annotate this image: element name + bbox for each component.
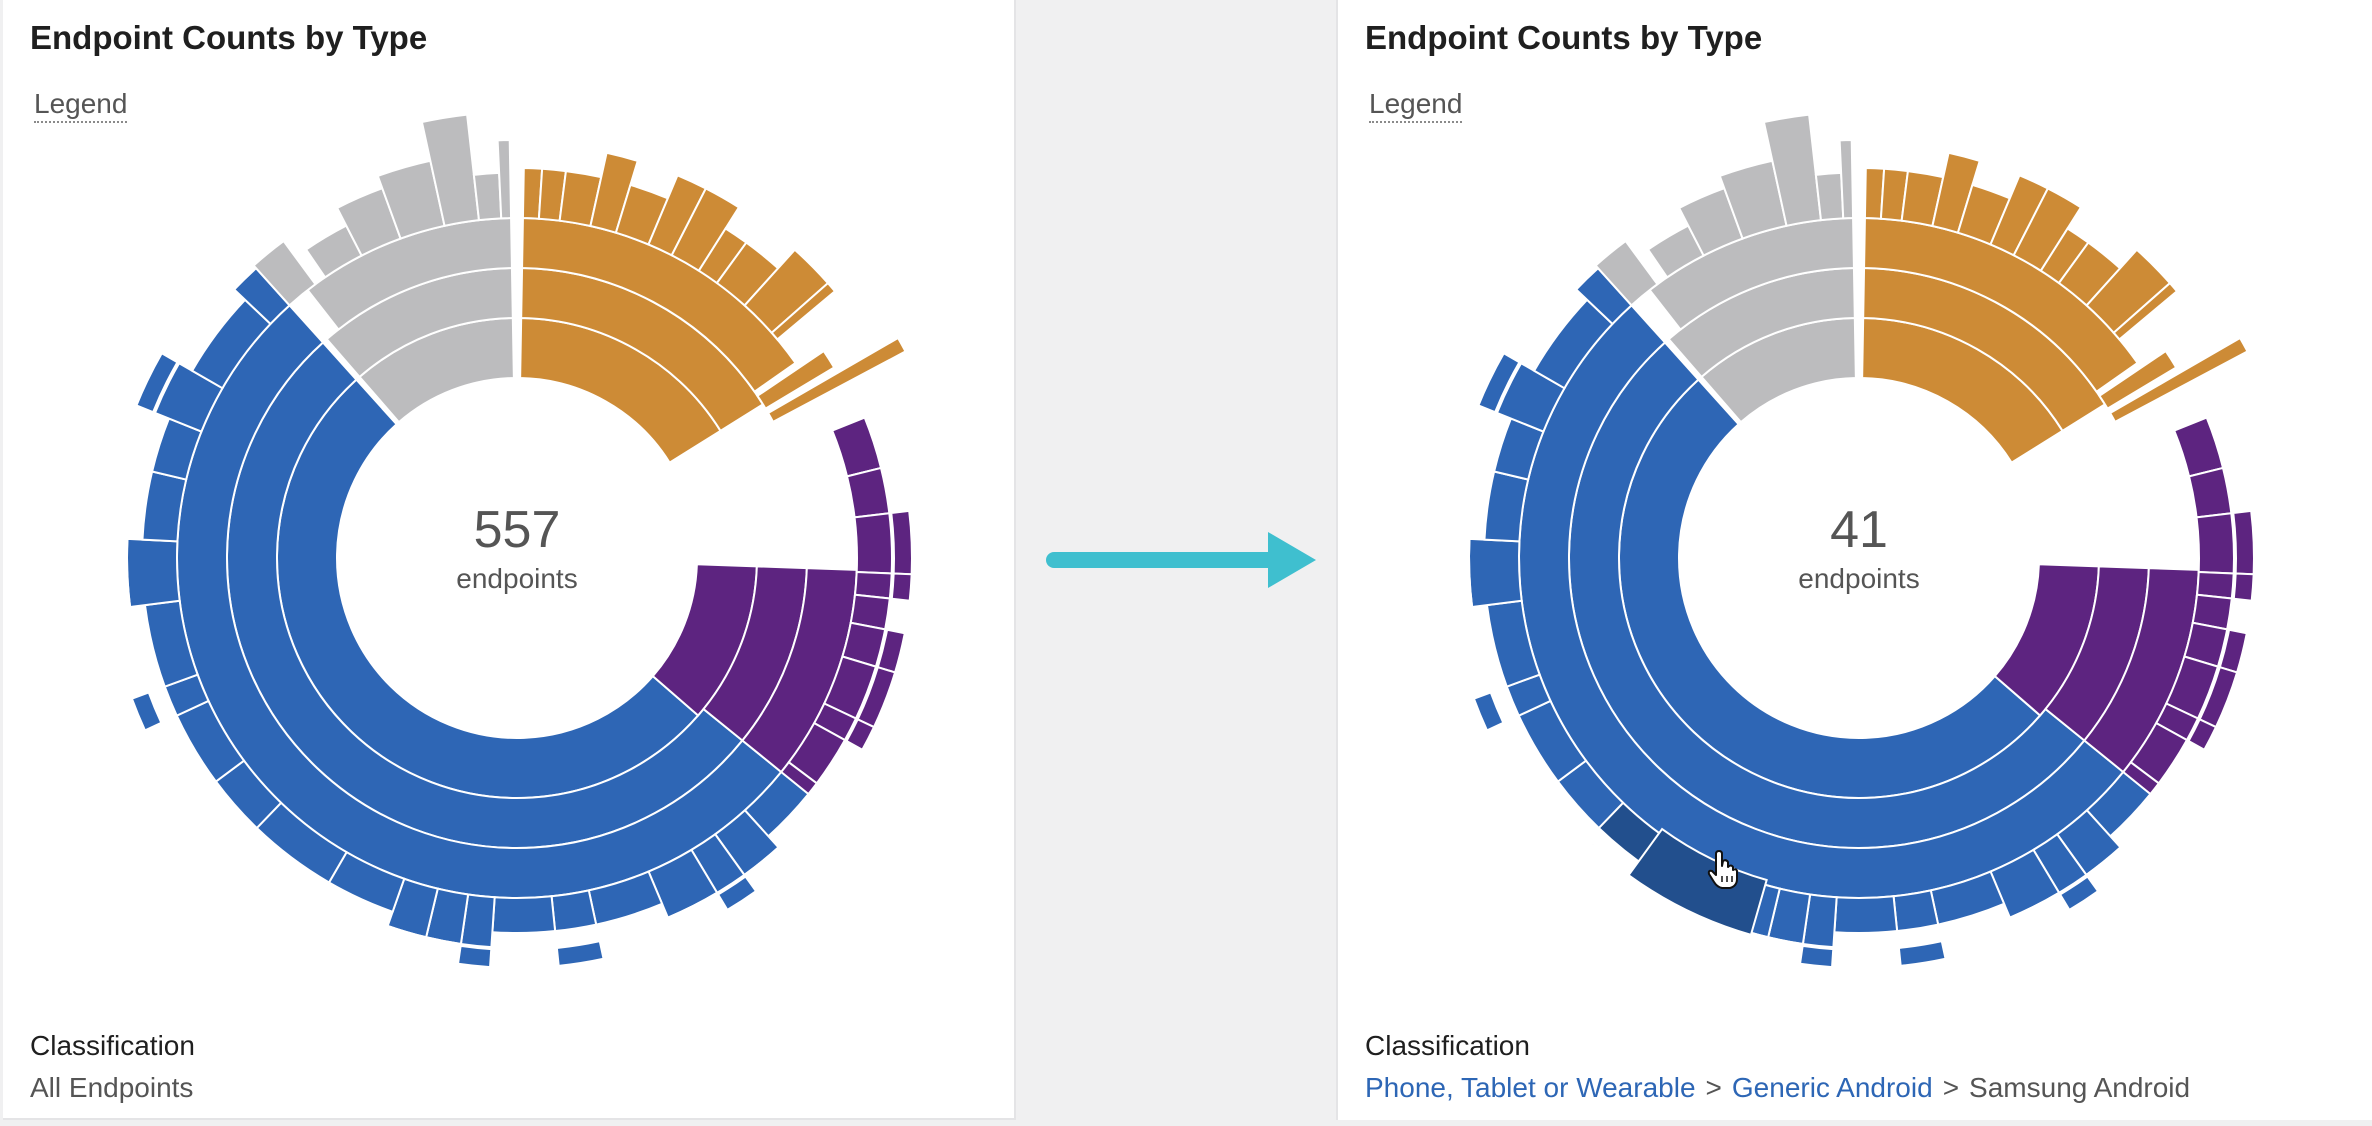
panel-title: Endpoint Counts by Type xyxy=(1365,19,1763,56)
segment-orange-spike[interactable] xyxy=(2108,336,2249,424)
segment-blue-sub[interactable] xyxy=(1468,537,1523,609)
hand-cursor-icon xyxy=(1707,850,1738,889)
segment-purple-leaf[interactable] xyxy=(2195,512,2235,575)
breadcrumb-separator: > xyxy=(1942,1072,1960,1103)
endpoint-count: 557 xyxy=(473,501,561,559)
segment-blue-sub[interactable] xyxy=(1833,895,1899,934)
breadcrumb-item-generic-android[interactable]: Generic Android xyxy=(1731,1072,1933,1103)
panel-title: Endpoint Counts by Type xyxy=(30,19,428,56)
segment-orange-leaf[interactable] xyxy=(2112,281,2179,341)
segment-blue-sub[interactable] xyxy=(1892,889,1940,933)
breadcrumb-separator: > xyxy=(1705,1072,1722,1103)
segment-orange-leaf[interactable] xyxy=(770,281,837,341)
endpoint-count-label: endpoints xyxy=(456,563,578,594)
segment-blue-leaf[interactable] xyxy=(130,691,163,732)
segment-blue-sub[interactable] xyxy=(126,537,181,609)
segment-purple-leaf[interactable] xyxy=(853,512,893,575)
arrow-right-icon xyxy=(1046,532,1316,588)
segment-blue-leaf[interactable] xyxy=(1897,939,1947,967)
segment-blue-leaf[interactable] xyxy=(1832,944,1900,951)
segment-purple-leaf-outer[interactable] xyxy=(2187,718,2218,752)
segment-purple-leaf[interactable] xyxy=(2172,416,2225,478)
breadcrumb-item-samsung-android: Samsung Android xyxy=(1969,1072,2191,1103)
segment-purple-leaf[interactable] xyxy=(830,416,883,478)
segment-purple-leaf[interactable] xyxy=(845,466,891,519)
endpoint-count-label: endpoints xyxy=(1798,563,1920,594)
segment-orange-spike[interactable] xyxy=(2098,349,2178,411)
segment-gray-leaf[interactable] xyxy=(252,239,317,307)
segment-purple-leaf-outer[interactable] xyxy=(890,509,913,576)
segment-gray-leaf[interactable] xyxy=(1838,139,1855,220)
left-panel: Endpoint Counts by Type Legend 557 endpo… xyxy=(3,0,1016,1120)
segment-gray-leaf[interactable] xyxy=(1814,171,1845,222)
segment-blue-leaf[interactable] xyxy=(1472,691,1505,732)
segment-blue-leaf[interactable] xyxy=(490,944,558,951)
endpoint-count: 41 xyxy=(1830,501,1888,559)
segment-blue-leaf[interactable] xyxy=(1798,944,1835,969)
classification-label: Classification xyxy=(1365,1030,1530,1061)
right-panel: Endpoint Counts by Type Legend 41 endpoi… xyxy=(1336,0,2372,1120)
breadcrumb: Phone, Tablet or Wearable > Generic Androi… xyxy=(1365,1072,2190,1104)
segment-blue-leaf[interactable] xyxy=(1466,466,1481,540)
segment-blue-leaf[interactable] xyxy=(124,466,139,540)
segment-orange-spike[interactable] xyxy=(756,349,836,411)
segment-purple-leaf-outer[interactable] xyxy=(890,572,913,602)
segment-blue-sub[interactable] xyxy=(550,889,598,933)
sunburst-chart[interactable] xyxy=(3,0,1033,1010)
segment-purple-leaf[interactable] xyxy=(779,760,819,796)
segment-gray-leaf[interactable] xyxy=(472,171,503,222)
segment-purple-leaf-outer[interactable] xyxy=(845,718,876,752)
segment-purple-leaf[interactable] xyxy=(2121,760,2161,796)
segment-purple-leaf-outer[interactable] xyxy=(2232,509,2255,576)
segment-blue-leaf[interactable] xyxy=(134,410,157,470)
segment-gray-leaf[interactable] xyxy=(496,139,513,220)
segment-purple-leaf[interactable] xyxy=(2187,466,2233,519)
legend-toggle[interactable]: Legend xyxy=(1369,88,1463,123)
segment-blue-sub[interactable] xyxy=(491,895,557,934)
segment-samsung-android[interactable] xyxy=(1627,827,1768,937)
segment-orange-spike[interactable] xyxy=(766,336,907,424)
sunburst-chart[interactable] xyxy=(1338,0,2368,1010)
legend-toggle[interactable]: Legend xyxy=(34,88,128,123)
segment-blue-leaf[interactable] xyxy=(1476,410,1499,470)
classification-label: Classification xyxy=(30,1030,195,1061)
breadcrumb-item-phone-tablet-wearable[interactable]: Phone, Tablet or Wearable xyxy=(1365,1072,1696,1103)
segment-blue-leaf[interactable] xyxy=(456,944,493,969)
segment-blue-leaf[interactable] xyxy=(555,939,605,967)
classification-value: All Endpoints xyxy=(30,1072,194,1103)
segment-purple-leaf-outer[interactable] xyxy=(2232,572,2255,602)
segment-gray-leaf[interactable] xyxy=(1594,239,1659,307)
